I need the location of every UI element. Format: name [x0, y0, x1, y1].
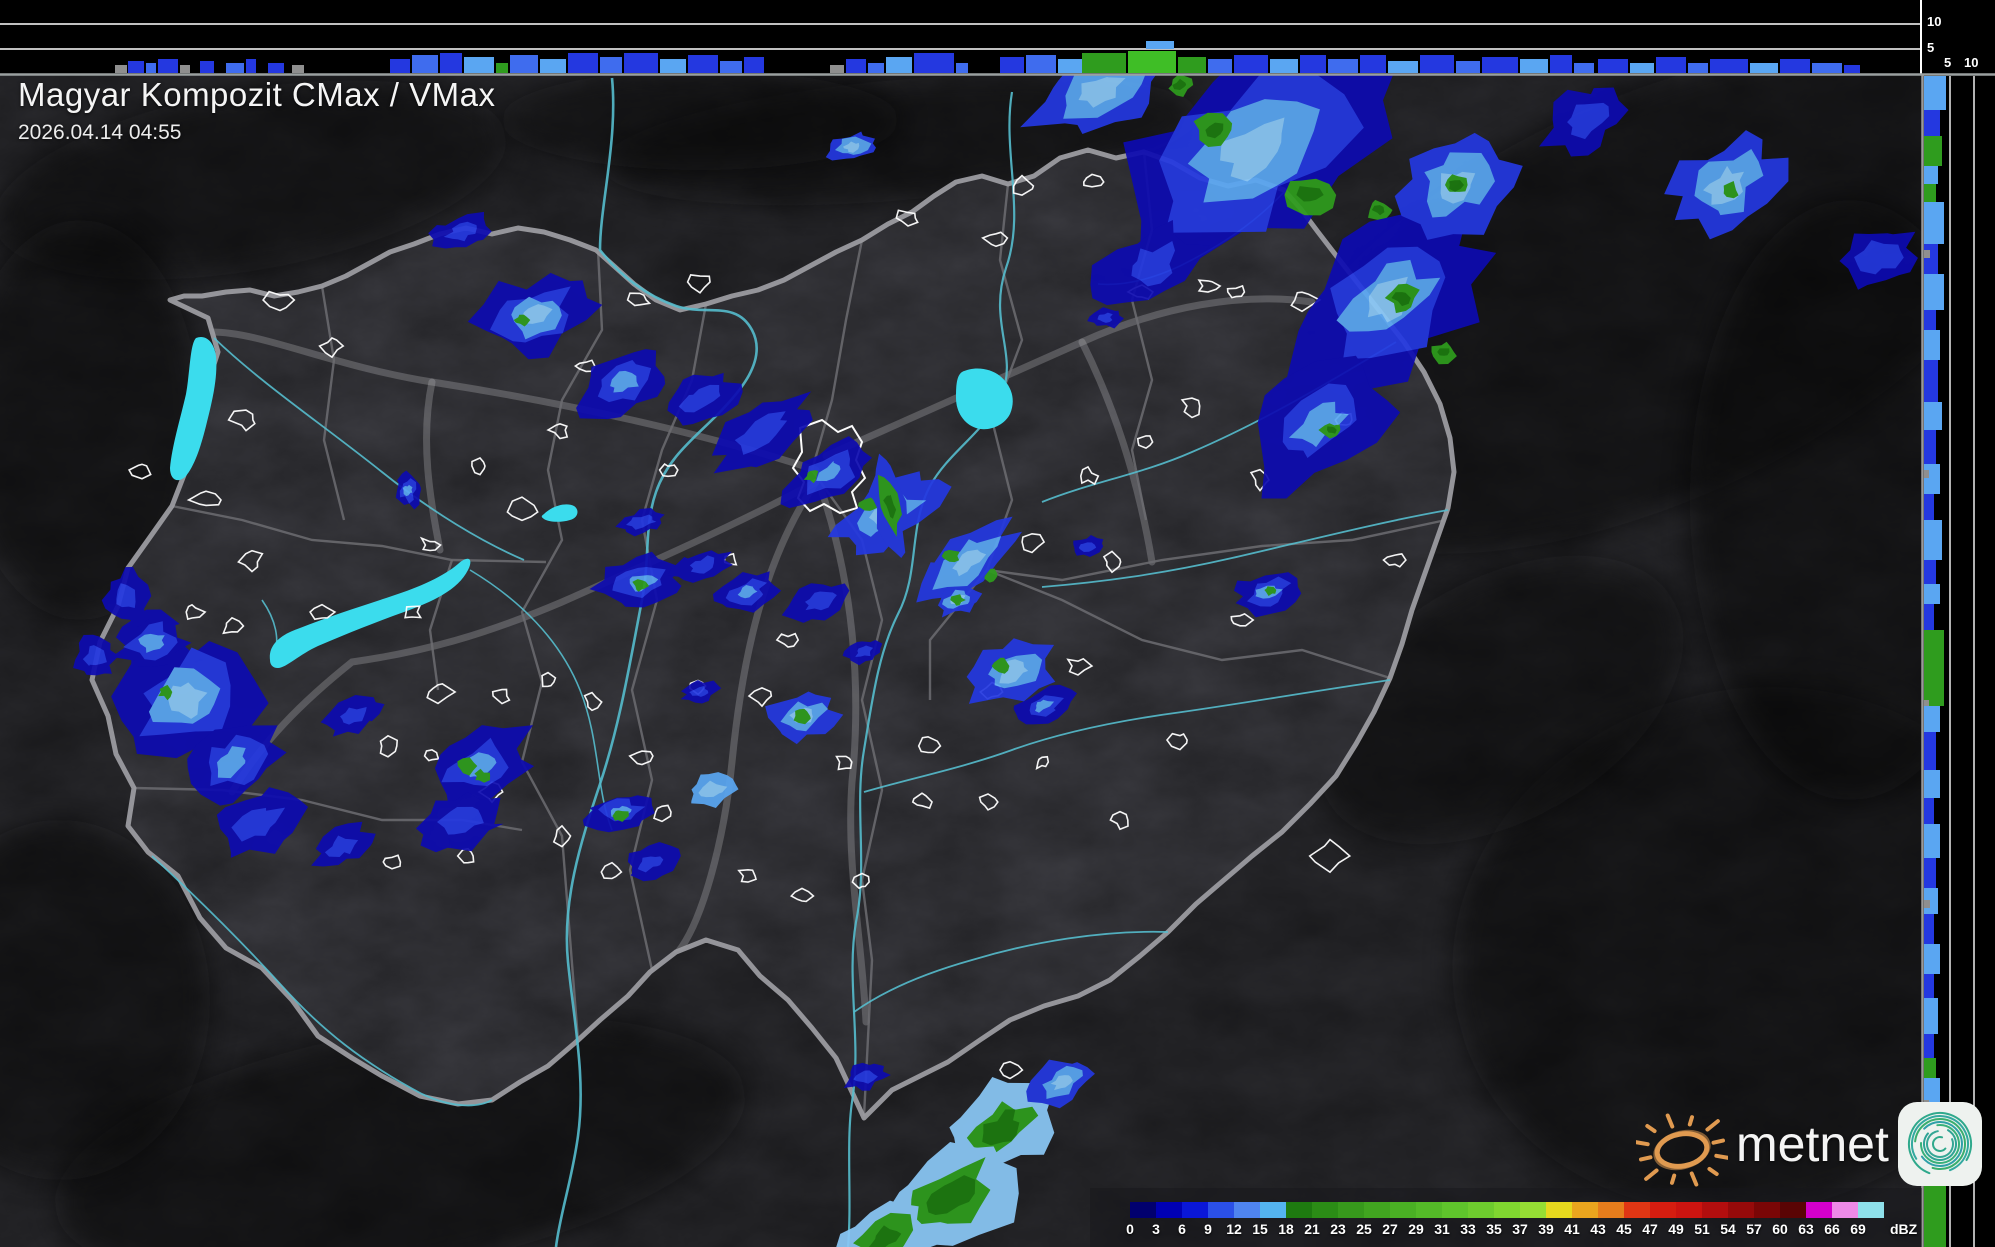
radar-echoes [73, 29, 1918, 1247]
legend-tick: 60 [1772, 1221, 1788, 1237]
legend-cell [1858, 1202, 1884, 1218]
legend-tick: 12 [1226, 1221, 1242, 1237]
legend-cell [1702, 1202, 1728, 1218]
legend-cell [1260, 1202, 1286, 1218]
legend-tick: 3 [1152, 1221, 1160, 1237]
page-title: Magyar Kompozit CMax / VMax [18, 76, 496, 113]
top-panel-axis-label-5km: 5 [1927, 40, 1935, 55]
legend-cell [1676, 1202, 1702, 1218]
legend-tick: 35 [1486, 1221, 1502, 1237]
legend-cell [1442, 1202, 1468, 1218]
dbz-legend: dBZ 0 3 6 9 12 15 18 21 23 25 27 29 31 33 35 37 39 41 43 45… [1090, 1188, 1922, 1247]
legend-cell [1598, 1202, 1624, 1218]
legend-cell [1416, 1202, 1442, 1218]
legend-tick: 23 [1330, 1221, 1346, 1237]
legend-tick: 29 [1408, 1221, 1424, 1237]
legend-tick: 27 [1382, 1221, 1398, 1237]
legend-cell [1468, 1202, 1494, 1218]
legend-cell [1130, 1202, 1156, 1218]
dbz-colorbar [1130, 1202, 1884, 1218]
legend-cell [1546, 1202, 1572, 1218]
legend-tick: 54 [1720, 1221, 1736, 1237]
legend-cell [1208, 1202, 1234, 1218]
top-panel-axis-label-10km: 10 [1927, 14, 1942, 29]
legend-tick: 47 [1642, 1221, 1658, 1237]
legend-tick: 39 [1538, 1221, 1554, 1237]
legend-cell [1806, 1202, 1832, 1218]
legend-tick: 33 [1460, 1221, 1476, 1237]
legend-tick: 15 [1252, 1221, 1268, 1237]
legend-tick: 43 [1590, 1221, 1606, 1237]
logo-text: metnet [1736, 1116, 1889, 1172]
sun-icon [1636, 1113, 1728, 1187]
legend-cell [1390, 1202, 1416, 1218]
legend-cell [1494, 1202, 1520, 1218]
legend-cell [1754, 1202, 1780, 1218]
legend-cell [1182, 1202, 1208, 1218]
legend-cell [1364, 1202, 1390, 1218]
legend-cell [1312, 1202, 1338, 1218]
legend-tick: 63 [1798, 1221, 1814, 1237]
legend-cell [1728, 1202, 1754, 1218]
dbz-unit-label: dBZ [1890, 1221, 1918, 1237]
legend-tick: 31 [1434, 1221, 1450, 1237]
legend-cell [1286, 1202, 1312, 1218]
legend-cell [1832, 1202, 1858, 1218]
legend-tick: 45 [1616, 1221, 1632, 1237]
right-panel-axis-label-10km: 10 [1964, 55, 1979, 70]
legend-cell [1156, 1202, 1182, 1218]
legend-cell [1520, 1202, 1546, 1218]
legend-cell [1572, 1202, 1598, 1218]
cyclone-app-icon [1897, 1102, 1982, 1186]
legend-tick: 9 [1204, 1221, 1212, 1237]
legend-tick: 57 [1746, 1221, 1762, 1237]
legend-cell [1624, 1202, 1650, 1218]
legend-tick: 6 [1178, 1221, 1186, 1237]
title-block: Magyar Kompozit CMax / VMax 2026.04.14 0… [18, 76, 495, 145]
legend-cell [1780, 1202, 1806, 1218]
legend-cell [1338, 1202, 1364, 1218]
timestamp: 2026.04.14 04:55 [18, 121, 182, 144]
legend-tick: 18 [1278, 1221, 1294, 1237]
legend-cell [1650, 1202, 1676, 1218]
legend-tick: 49 [1668, 1221, 1684, 1237]
legend-cell [1234, 1202, 1260, 1218]
legend-tick: 37 [1512, 1221, 1528, 1237]
legend-tick: 25 [1356, 1221, 1372, 1237]
legend-tick: 21 [1304, 1221, 1320, 1237]
legend-tick: 69 [1850, 1221, 1866, 1237]
legend-tick: 41 [1564, 1221, 1580, 1237]
legend-tick: 66 [1824, 1221, 1840, 1237]
metnet-logo[interactable]: metnet [1636, 1100, 1983, 1188]
right-panel-axis-label-5km: 5 [1944, 55, 1952, 70]
legend-tick: 0 [1126, 1221, 1134, 1237]
legend-tick: 51 [1694, 1221, 1710, 1237]
